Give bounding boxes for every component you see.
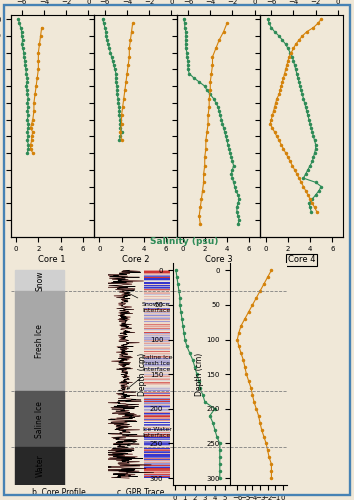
X-axis label: Core 4: Core 4 xyxy=(288,255,315,264)
Text: Snow-Ice
Interface: Snow-Ice Interface xyxy=(127,292,171,313)
Text: Ice-Water
Interface: Ice-Water Interface xyxy=(127,426,172,446)
X-axis label: b. Core Profile: b. Core Profile xyxy=(33,488,86,497)
Text: Water: Water xyxy=(35,454,44,477)
Text: Fresh Ice: Fresh Ice xyxy=(35,324,44,358)
Y-axis label: Depth (cm): Depth (cm) xyxy=(138,352,147,396)
X-axis label: Core 2: Core 2 xyxy=(122,255,149,264)
X-axis label: Core 3: Core 3 xyxy=(205,255,233,264)
Text: Saline Ice: Saline Ice xyxy=(35,400,44,438)
Text: Saline Ice-
Fresh Ice
Interface: Saline Ice- Fresh Ice Interface xyxy=(127,355,175,389)
Bar xyxy=(16,291,64,392)
X-axis label: Core 1: Core 1 xyxy=(39,255,66,264)
Y-axis label: Depth (cm): Depth (cm) xyxy=(195,352,204,396)
X-axis label: c. GPR Trace: c. GPR Trace xyxy=(117,488,164,497)
Bar xyxy=(16,447,64,485)
Text: Snow: Snow xyxy=(35,270,44,291)
Text: Salinity (psu): Salinity (psu) xyxy=(150,238,218,246)
Bar xyxy=(16,392,64,447)
Bar xyxy=(16,270,64,291)
